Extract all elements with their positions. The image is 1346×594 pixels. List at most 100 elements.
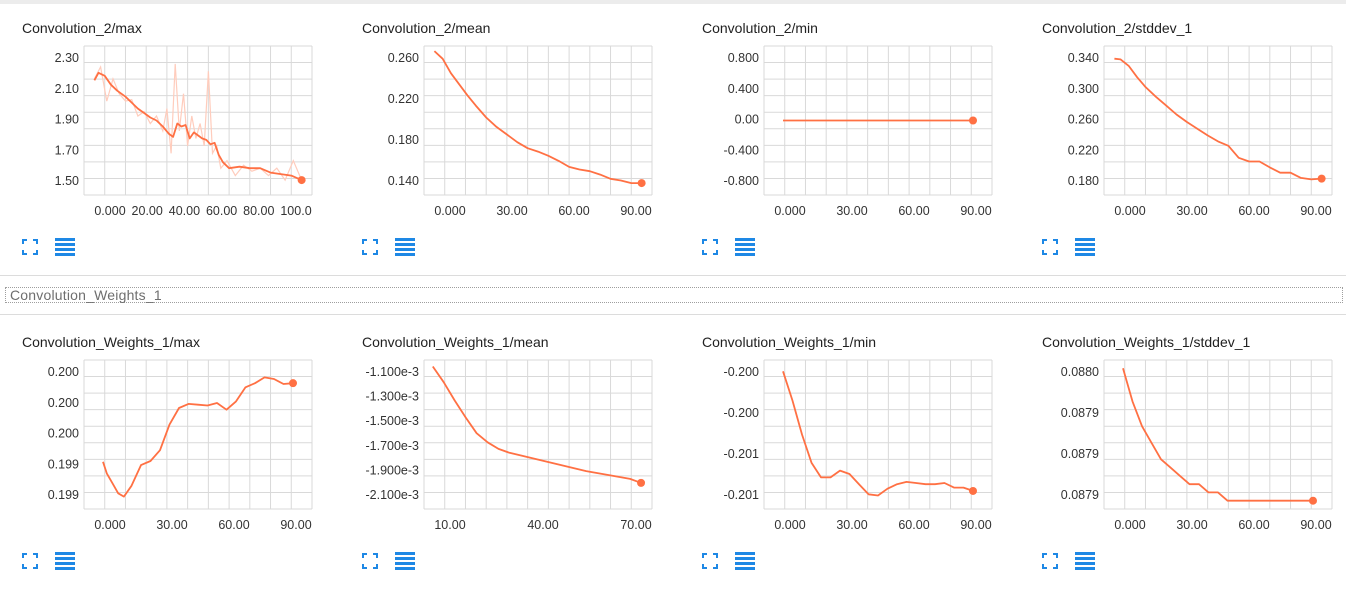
chart-plot[interactable]: -1.100e-3 -1.300e-3 -1.500e-3 -1.700e-3 -1.9… (362, 334, 692, 549)
y-tick-label: 0.300 (1068, 82, 1099, 96)
series-line (782, 371, 974, 497)
x-tick-label: 30.00 (1176, 518, 1207, 532)
fullscreen-icon (702, 239, 718, 255)
chart-title: Convolution_2/stddev_1 (1042, 20, 1193, 36)
expand-chart-button[interactable] (702, 553, 718, 569)
last-point-marker[interactable] (637, 478, 646, 487)
y-tick-label: 2.30 (55, 51, 79, 65)
series-line (102, 376, 294, 498)
toggle-data-table-button[interactable] (54, 238, 76, 256)
chart-card-convolution-2-stddev: Convolution_2/stddev_1 0.340 0.300 0.260 0.… (1042, 20, 1346, 280)
top-border (0, 0, 1346, 4)
series-line (433, 50, 642, 185)
fullscreen-icon (22, 553, 38, 569)
x-tick-label: 30.00 (156, 518, 187, 532)
x-tick-label: 90.00 (620, 204, 651, 218)
x-tick-label: 70.00 (620, 518, 651, 532)
chart-plot[interactable]: 2.30 2.10 1.90 1.70 1.50 0.000 20.00 40.00 60.00… (22, 20, 352, 235)
fullscreen-icon (22, 239, 38, 255)
chart-title: Convolution_2/mean (362, 20, 491, 36)
chart-plot[interactable]: 0.260 0.220 0.180 0.140 0.000 30.00 60.00 90.00 (362, 20, 692, 235)
grid (763, 45, 993, 196)
grid (83, 45, 313, 196)
y-tick-label: 0.199 (48, 488, 79, 502)
y-tick-label: 0.180 (388, 133, 419, 147)
last-point-marker[interactable] (969, 486, 977, 495)
chart-plot[interactable]: 0.0880 0.0879 0.0879 0.0879 0.000 30.00 60.00 9… (1042, 334, 1346, 549)
expand-chart-button[interactable] (1042, 239, 1058, 255)
x-tick-label: 0.000 (1114, 518, 1145, 532)
x-tick-label: 20.00 (132, 204, 163, 218)
section-divider (0, 314, 1346, 315)
y-tick-label: 0.260 (1068, 113, 1099, 127)
expand-chart-button[interactable] (702, 239, 718, 255)
last-point-marker[interactable] (969, 116, 977, 125)
y-tick-label: 0.199 (48, 457, 79, 471)
expand-chart-button[interactable] (362, 239, 378, 255)
y-tick-label: -1.100e-3 (365, 365, 419, 379)
x-tick-label: 60.00 (1238, 518, 1269, 532)
x-tick-label: 60.00 (898, 518, 929, 532)
toggle-data-table-button[interactable] (394, 552, 416, 570)
x-tick-label: 0.000 (774, 518, 805, 532)
section-divider (0, 275, 1346, 276)
last-point-marker[interactable] (1317, 174, 1326, 183)
last-point-marker[interactable] (637, 179, 646, 188)
grid (423, 45, 653, 196)
y-tick-label: 0.00 (735, 113, 759, 127)
y-tick-label: -1.900e-3 (365, 463, 419, 477)
y-tick-label: -0.800 (724, 174, 759, 188)
y-tick-label: -1.700e-3 (365, 439, 419, 453)
y-tick-label: 0.220 (388, 92, 419, 106)
chart-title: Convolution_Weights_1/min (702, 334, 877, 350)
chart-plot[interactable]: 0.800 0.400 0.00 -0.400 -0.800 0.000 30.00 60.0… (702, 20, 1032, 235)
y-tick-label: 0.0880 (1061, 365, 1099, 379)
chart-title: Convolution_Weights_1/mean (362, 334, 549, 350)
grid (1103, 45, 1333, 196)
series-line (1122, 368, 1313, 502)
y-tick-label: 0.340 (1068, 51, 1099, 65)
fullscreen-icon (362, 553, 378, 569)
chart-plot[interactable]: 0.340 0.300 0.260 0.220 0.180 0.000 30.00 60.00… (1042, 20, 1346, 235)
toggle-data-table-button[interactable] (394, 238, 416, 256)
data-table-icon (1075, 552, 1095, 570)
y-tick-label: 0.200 (48, 365, 79, 379)
last-point-marker[interactable] (297, 176, 306, 185)
last-point-marker[interactable] (289, 379, 297, 388)
chart-title: Convolution_2/min (702, 20, 818, 36)
expand-chart-button[interactable] (22, 553, 38, 569)
series-line (1114, 57, 1322, 181)
y-tick-label: 0.220 (1068, 143, 1099, 157)
y-tick-label: 0.400 (728, 82, 759, 96)
toggle-data-table-button[interactable] (734, 552, 756, 570)
y-tick-label: -1.300e-3 (365, 390, 419, 404)
x-tick-label: 90.00 (960, 518, 991, 532)
data-table-icon (395, 552, 415, 570)
last-point-marker[interactable] (1309, 496, 1317, 505)
data-table-icon (735, 552, 755, 570)
x-tick-label: 30.00 (836, 518, 867, 532)
y-tick-label: 0.180 (1068, 174, 1099, 188)
y-tick-label: 2.10 (55, 82, 79, 96)
chart-plot[interactable]: 0.200 0.200 0.200 0.199 0.199 0.000 30.00 60.00… (22, 334, 352, 549)
fullscreen-icon (1042, 553, 1058, 569)
data-table-icon (1075, 238, 1095, 256)
y-tick-label: -0.400 (724, 143, 759, 157)
fullscreen-icon (702, 553, 718, 569)
section-header[interactable]: Convolution_Weights_1 (5, 287, 1343, 303)
x-tick-label: 60.00 (898, 204, 929, 218)
toggle-data-table-button[interactable] (1074, 238, 1096, 256)
x-tick-label: 10.00 (434, 518, 465, 532)
toggle-data-table-button[interactable] (734, 238, 756, 256)
x-tick-label: 0.000 (1114, 204, 1145, 218)
grid (763, 359, 993, 510)
expand-chart-button[interactable] (1042, 553, 1058, 569)
expand-chart-button[interactable] (22, 239, 38, 255)
toggle-data-table-button[interactable] (54, 552, 76, 570)
chart-plot[interactable]: -0.200 -0.200 -0.201 -0.201 0.000 30.00 60.00 9… (702, 334, 1032, 549)
expand-chart-button[interactable] (362, 553, 378, 569)
y-tick-label: -2.100e-3 (365, 488, 419, 502)
chart-card-weights-max: Convolution_Weights_1/max 0.200 0.200 0.20… (22, 334, 352, 594)
toggle-data-table-button[interactable] (1074, 552, 1096, 570)
y-tick-label: 1.50 (55, 174, 79, 188)
